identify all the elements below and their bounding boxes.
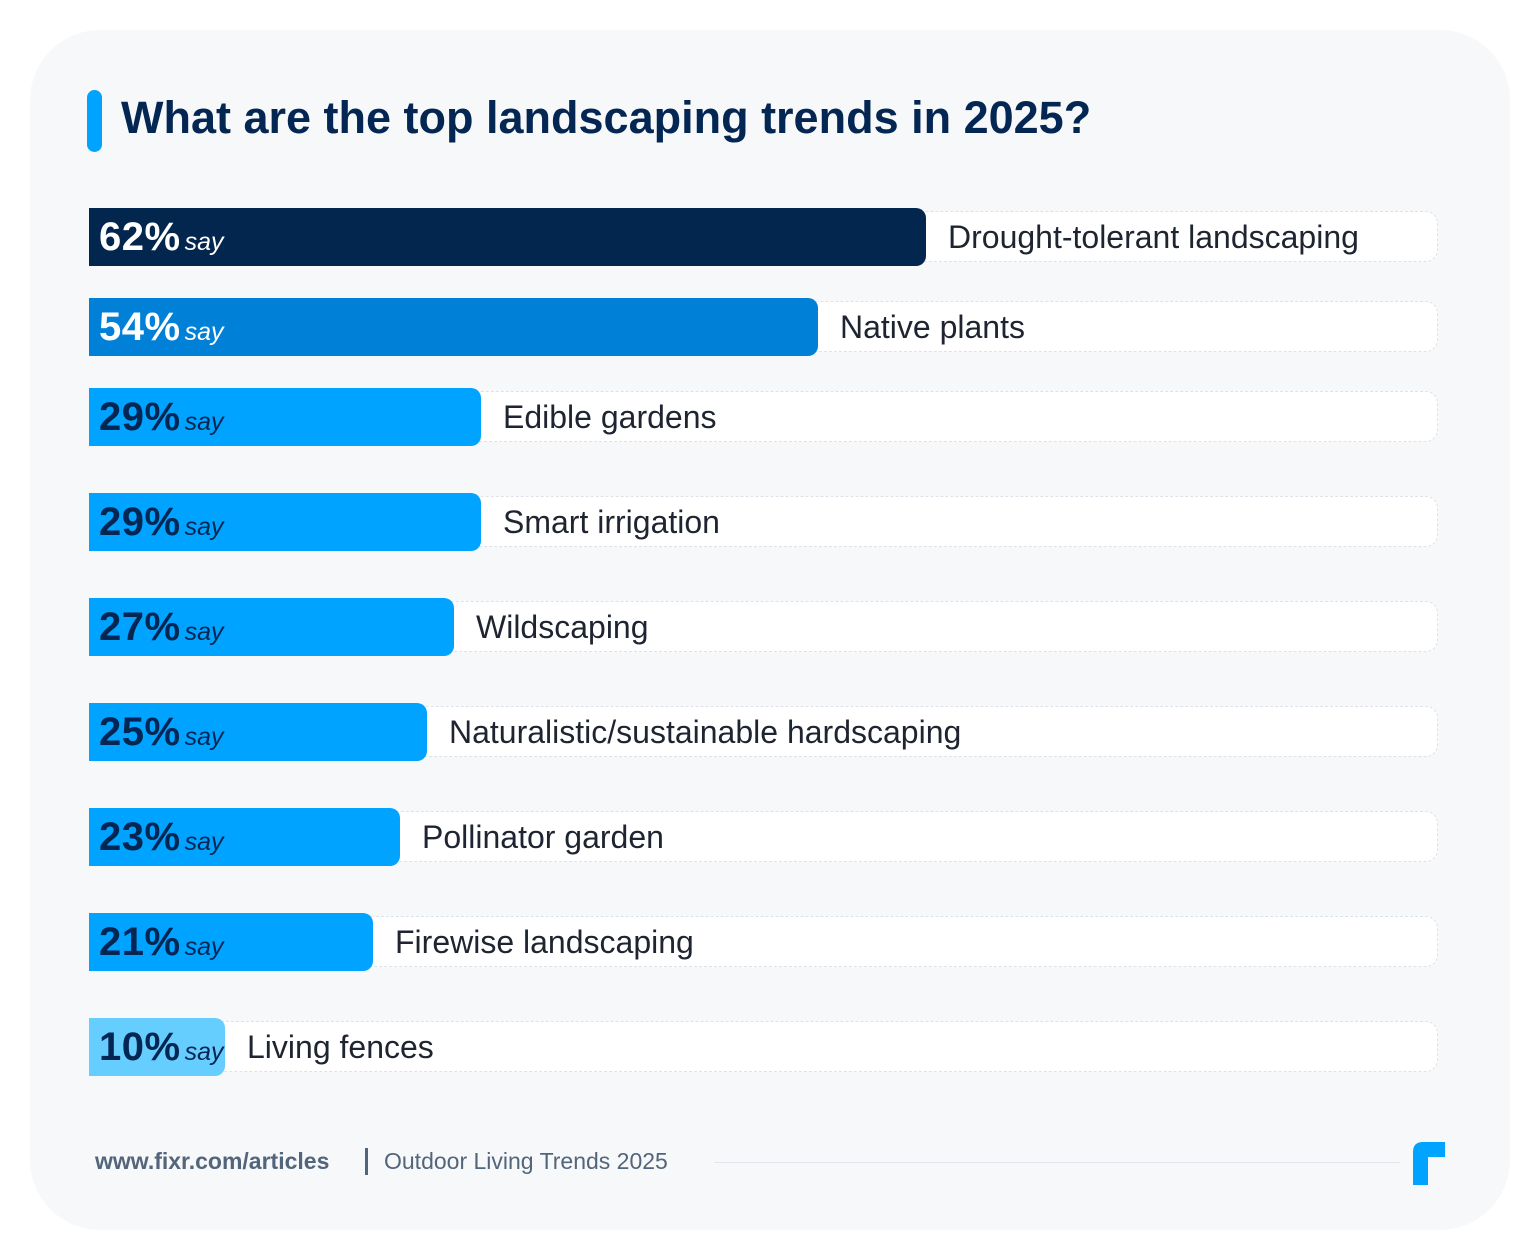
bar-value-note: say bbox=[184, 933, 224, 961]
bar-value-label: 27% say bbox=[99, 598, 223, 656]
bar-value-label: 23% say bbox=[99, 808, 223, 866]
bar bbox=[89, 1018, 225, 1076]
bar-row: 54% say Native plants bbox=[89, 298, 1440, 356]
footer-source: Outdoor Living Trends 2025 bbox=[384, 1148, 668, 1174]
bar-value: 62% bbox=[99, 215, 181, 259]
bar-row: 21% say Firewise landscaping bbox=[89, 913, 1440, 971]
bar-value: 29% bbox=[99, 395, 181, 439]
bar-category-label: Living fences bbox=[247, 1029, 434, 1065]
footer-separator bbox=[365, 1148, 368, 1175]
bar-value-label: 29% say bbox=[99, 388, 223, 446]
bar-value-note: say bbox=[184, 513, 224, 541]
bar-value-label: 25% say bbox=[99, 703, 223, 761]
bar bbox=[89, 598, 454, 656]
bar-category-label: Edible gardens bbox=[503, 399, 717, 435]
footer-url: www.fixr.com/articles bbox=[95, 1148, 330, 1174]
bar-row: 62% say Drought-tolerant landscaping bbox=[89, 208, 1440, 266]
bar-value-label: 62% say bbox=[99, 208, 223, 266]
bar-track bbox=[89, 1021, 1438, 1072]
bar-value-note: say bbox=[184, 828, 224, 856]
bar-category-label: Pollinator garden bbox=[422, 819, 664, 855]
bar-value: 54% bbox=[99, 305, 181, 349]
bar-value-label: 29% say bbox=[99, 493, 223, 551]
bar bbox=[89, 808, 400, 866]
bar-value-note: say bbox=[184, 723, 224, 751]
bar-value: 10% bbox=[99, 1025, 181, 1069]
bar-row: 27% say Wildscaping bbox=[89, 598, 1440, 656]
bar-category-label: Naturalistic/sustainable hardscaping bbox=[449, 714, 962, 750]
bar bbox=[89, 208, 926, 266]
bar-value-label: 10% say bbox=[99, 1018, 223, 1076]
bar-value-note: say bbox=[184, 408, 224, 436]
chart-title: What are the top landscaping trends in 2… bbox=[121, 92, 1092, 143]
footer-divider bbox=[714, 1162, 1400, 1163]
bar-category-label: Drought-tolerant landscaping bbox=[948, 219, 1359, 255]
bar bbox=[89, 493, 481, 551]
bar-value: 21% bbox=[99, 920, 181, 964]
bar-row: 29% say Smart irrigation bbox=[89, 493, 1440, 551]
bar-value-note: say bbox=[184, 1038, 224, 1066]
bar-value: 25% bbox=[99, 710, 181, 754]
bar-row: 10% say Living fences bbox=[89, 1018, 1440, 1076]
title-accent-bar bbox=[87, 90, 102, 152]
bar-value-note: say bbox=[184, 618, 224, 646]
bar-value-label: 54% say bbox=[99, 298, 223, 356]
bar-row: 23% say Pollinator garden bbox=[89, 808, 1440, 866]
bar-value: 29% bbox=[99, 500, 181, 544]
bar-category-label: Smart irrigation bbox=[503, 504, 720, 540]
bar-value-note: say bbox=[184, 228, 224, 256]
bar bbox=[89, 913, 373, 971]
bar bbox=[89, 703, 427, 761]
fixr-logo-icon bbox=[1413, 1142, 1445, 1185]
bar bbox=[89, 388, 481, 446]
bar-category-label: Wildscaping bbox=[476, 609, 649, 645]
bar-value: 23% bbox=[99, 815, 181, 859]
bar-category-label: Firewise landscaping bbox=[395, 924, 694, 960]
bar-value-note: say bbox=[184, 318, 224, 346]
bar-value-label: 21% say bbox=[99, 913, 223, 971]
bar-value: 27% bbox=[99, 605, 181, 649]
bar-category-label: Native plants bbox=[840, 309, 1025, 345]
bar bbox=[89, 298, 818, 356]
bar-row: 25% say Naturalistic/sustainable hardscapi… bbox=[89, 703, 1440, 761]
bar-row: 29% say Edible gardens bbox=[89, 388, 1440, 446]
